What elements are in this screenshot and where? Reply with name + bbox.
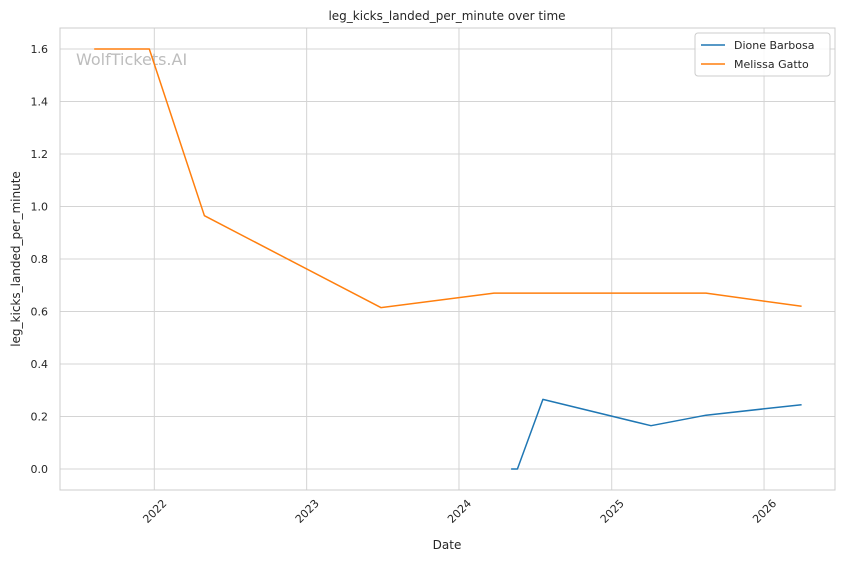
watermark: WolfTickets.AI <box>76 50 187 69</box>
y-tick-label: 1.6 <box>31 43 49 56</box>
legend: Dione Barbosa Melissa Gatto <box>694 32 831 77</box>
y-tick-label: 1.4 <box>31 96 49 109</box>
y-tick-label: 0.6 <box>31 306 49 319</box>
x-tick-label: 2023 <box>293 497 322 526</box>
y-tick-label: 0.2 <box>31 411 49 424</box>
y-axis: 0.0 0.2 0.4 0.6 0.8 1.0 1.2 1.4 1.6 <box>31 43 49 476</box>
x-tick-label: 2024 <box>445 497 474 526</box>
series-lines <box>94 48 802 470</box>
x-axis-label: Date <box>433 538 462 552</box>
series-line <box>94 48 802 309</box>
series-line <box>511 398 802 470</box>
x-tick-label: 2022 <box>140 497 169 526</box>
legend-box <box>694 32 831 77</box>
x-tick-label: 2026 <box>750 497 779 526</box>
y-tick-label: 0.0 <box>31 463 49 476</box>
x-axis: 2022 2023 2024 2025 2026 <box>140 497 779 526</box>
y-axis-label: leg_kicks_landed_per_minute <box>9 171 23 347</box>
grid <box>60 28 835 490</box>
legend-label: Dione Barbosa <box>734 39 815 52</box>
y-tick-label: 0.8 <box>31 253 49 266</box>
x-tick-label: 2025 <box>598 497 627 526</box>
y-tick-label: 1.2 <box>31 148 49 161</box>
y-tick-label: 1.0 <box>31 201 49 214</box>
y-tick-label: 0.4 <box>31 358 49 371</box>
plot-frame <box>59 27 836 491</box>
legend-label: Melissa Gatto <box>734 58 809 71</box>
chart-title: leg_kicks_landed_per_minute over time <box>328 9 565 23</box>
